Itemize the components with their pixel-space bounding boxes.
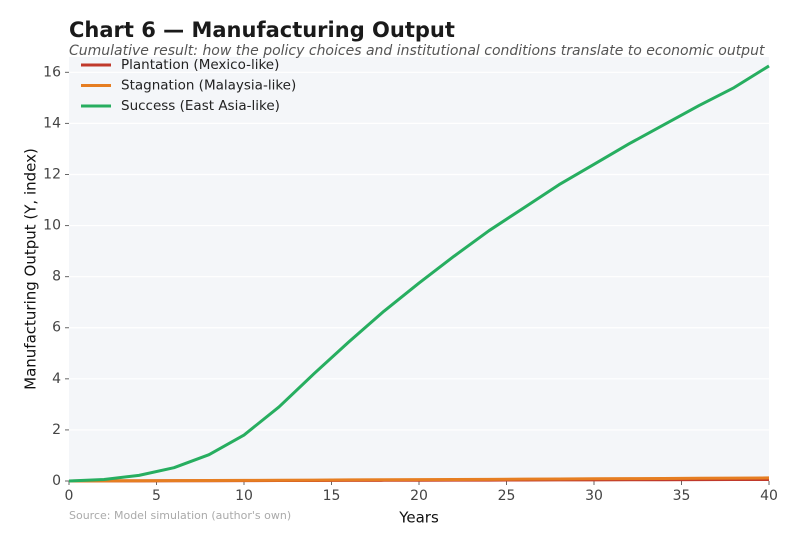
chart-title: Chart 6 — Manufacturing Output — [69, 18, 455, 42]
y-tick-label: 2 — [52, 422, 61, 438]
y-tick-label: 12 — [43, 166, 61, 182]
y-tick-label: 4 — [52, 371, 61, 387]
x-tick-label: 35 — [673, 488, 691, 504]
legend-label: Plantation (Mexico-like) — [121, 57, 279, 73]
x-tick-label: 10 — [235, 488, 253, 504]
y-tick-label: 0 — [52, 473, 61, 489]
plot-background — [69, 57, 769, 481]
source-note: Source: Model simulation (author's own) — [69, 509, 291, 522]
y-tick-label: 14 — [43, 115, 61, 131]
legend-label: Success (East Asia-like) — [121, 98, 280, 114]
legend-label: Stagnation (Malaysia-like) — [121, 78, 296, 94]
y-tick-label: 8 — [52, 269, 61, 285]
x-tick-label: 25 — [498, 488, 516, 504]
series-line — [68, 476, 770, 483]
x-tick-label: 20 — [410, 488, 428, 504]
y-axis-label: Manufacturing Output (Y, index) — [22, 148, 40, 390]
x-tick-label: 40 — [760, 488, 778, 504]
x-tick-label: 15 — [323, 488, 341, 504]
x-axis-label: Years — [398, 509, 439, 527]
plot-layer: 0 2 4 6 8 10 12 14 16 0 5 10 15 20 25 30 35 40 Plantation … — [43, 57, 778, 504]
y-tick-label: 16 — [43, 64, 61, 80]
series-line — [68, 64, 770, 483]
y-tick-label: 6 — [52, 320, 61, 336]
x-tick-label: 0 — [65, 488, 74, 504]
x-tick-label: 5 — [152, 488, 161, 504]
x-tick-label: 30 — [585, 488, 603, 504]
y-tick-label: 10 — [43, 218, 61, 234]
chart-subtitle: Cumulative result: how the policy choice… — [69, 43, 765, 59]
